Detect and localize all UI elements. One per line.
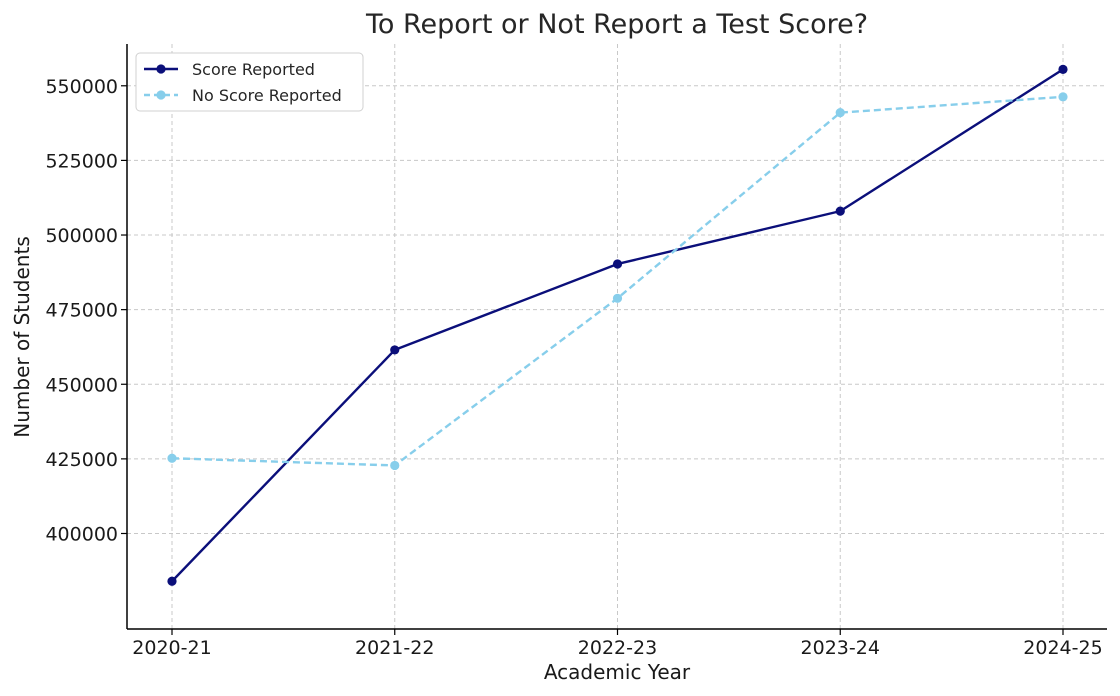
legend-box bbox=[135, 52, 364, 112]
legend-label: No Score Reported bbox=[192, 86, 342, 105]
data-point bbox=[167, 453, 177, 463]
axes: 2020-21 2021-22 2022-23 2023-24 2024-25 40000… bbox=[45, 44, 1107, 659]
y-tick-label: 525000 bbox=[45, 150, 118, 172]
data-point bbox=[390, 460, 400, 471]
legend-marker bbox=[156, 90, 166, 100]
series-no-score-reported bbox=[167, 92, 1068, 471]
y-tick-label: 425000 bbox=[45, 449, 118, 471]
y-tick-label: 400000 bbox=[45, 523, 118, 545]
x-axis-title: Academic Year bbox=[544, 660, 691, 684]
legend: Score Reported No Score Reported bbox=[135, 52, 364, 112]
legend-label: Score Reported bbox=[192, 60, 315, 79]
x-tick-label: 2024-25 bbox=[1023, 637, 1102, 659]
x-tick-label: 2021-22 bbox=[355, 637, 434, 659]
legend-entry: Score Reported bbox=[144, 60, 315, 79]
data-point bbox=[612, 293, 623, 303]
series-score-reported bbox=[167, 64, 1068, 586]
data-point bbox=[835, 206, 845, 216]
y-axis-title: Number of Students bbox=[10, 236, 34, 437]
x-tick-label: 2023-24 bbox=[801, 637, 880, 659]
x-tick-label: 2020-21 bbox=[132, 637, 211, 659]
grid bbox=[127, 44, 1107, 629]
data-point bbox=[612, 259, 623, 269]
y-tick-label: 500000 bbox=[45, 225, 118, 247]
data-point bbox=[167, 576, 177, 586]
legend-entry: No Score Reported bbox=[144, 86, 342, 105]
legend-marker bbox=[156, 64, 166, 74]
chart-title: To Report or Not Report a Test Score? bbox=[365, 9, 868, 40]
data-point bbox=[390, 345, 400, 355]
y-tick-label: 550000 bbox=[45, 76, 118, 98]
series-layer bbox=[167, 64, 1068, 586]
data-point bbox=[1058, 92, 1068, 102]
data-point bbox=[1058, 64, 1068, 74]
y-tick-label: 450000 bbox=[45, 374, 118, 396]
x-tick-label: 2022-23 bbox=[578, 637, 657, 659]
y-tick-label: 475000 bbox=[45, 300, 118, 322]
data-point bbox=[835, 108, 845, 118]
